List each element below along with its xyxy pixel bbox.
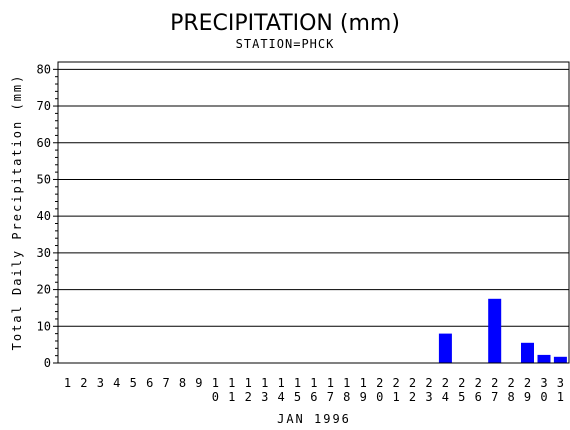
bar-day-29 <box>521 342 534 363</box>
y-tick-label: 30 <box>37 246 51 260</box>
x-tick-label: 4 <box>113 376 120 390</box>
chart-title: PRECIPITATION (mm) <box>170 11 400 36</box>
y-axis-label: Total Daily Precipitation (mm) <box>10 74 24 351</box>
x-tick-label: 5 <box>130 376 137 390</box>
y-tick-label: 10 <box>37 319 51 333</box>
y-tick-label: 60 <box>37 136 51 150</box>
x-tick-label: 8 <box>179 376 186 390</box>
plot-frame <box>57 61 570 364</box>
x-tick-label: 6 <box>146 376 153 390</box>
y-tick-label: 20 <box>37 283 51 297</box>
bar-day-30 <box>537 354 551 363</box>
x-tick-label: 3 <box>97 376 104 390</box>
bar-day-24 <box>438 333 452 363</box>
y-tick-label: 40 <box>37 209 51 223</box>
bar-day-27 <box>488 298 502 363</box>
gridlines <box>58 68 569 327</box>
x-tick-label: 2 <box>80 376 87 390</box>
x-tick-label: 9 <box>195 376 202 390</box>
y-axis: 0 10 20 30 40 50 60 70 80 <box>37 62 58 370</box>
x-axis: 1 2 3 4 5 6 7 8 9 1 01 11 21 31 41 51 61 71 81 92 02 12 22 32 42… <box>64 376 564 404</box>
x-axis-label: JAN 1996 <box>277 412 351 426</box>
x-tick-label: 1 <box>64 376 71 390</box>
chart-subtitle: STATION=PHCK <box>236 37 335 51</box>
bars <box>438 298 567 363</box>
bar-day-31 <box>553 356 567 363</box>
y-tick-label: 80 <box>37 62 51 76</box>
x-tick-label: 7 <box>162 376 169 390</box>
y-tick-label: 50 <box>37 172 51 186</box>
y-tick-label: 70 <box>37 99 51 113</box>
y-tick-label: 0 <box>44 356 51 370</box>
